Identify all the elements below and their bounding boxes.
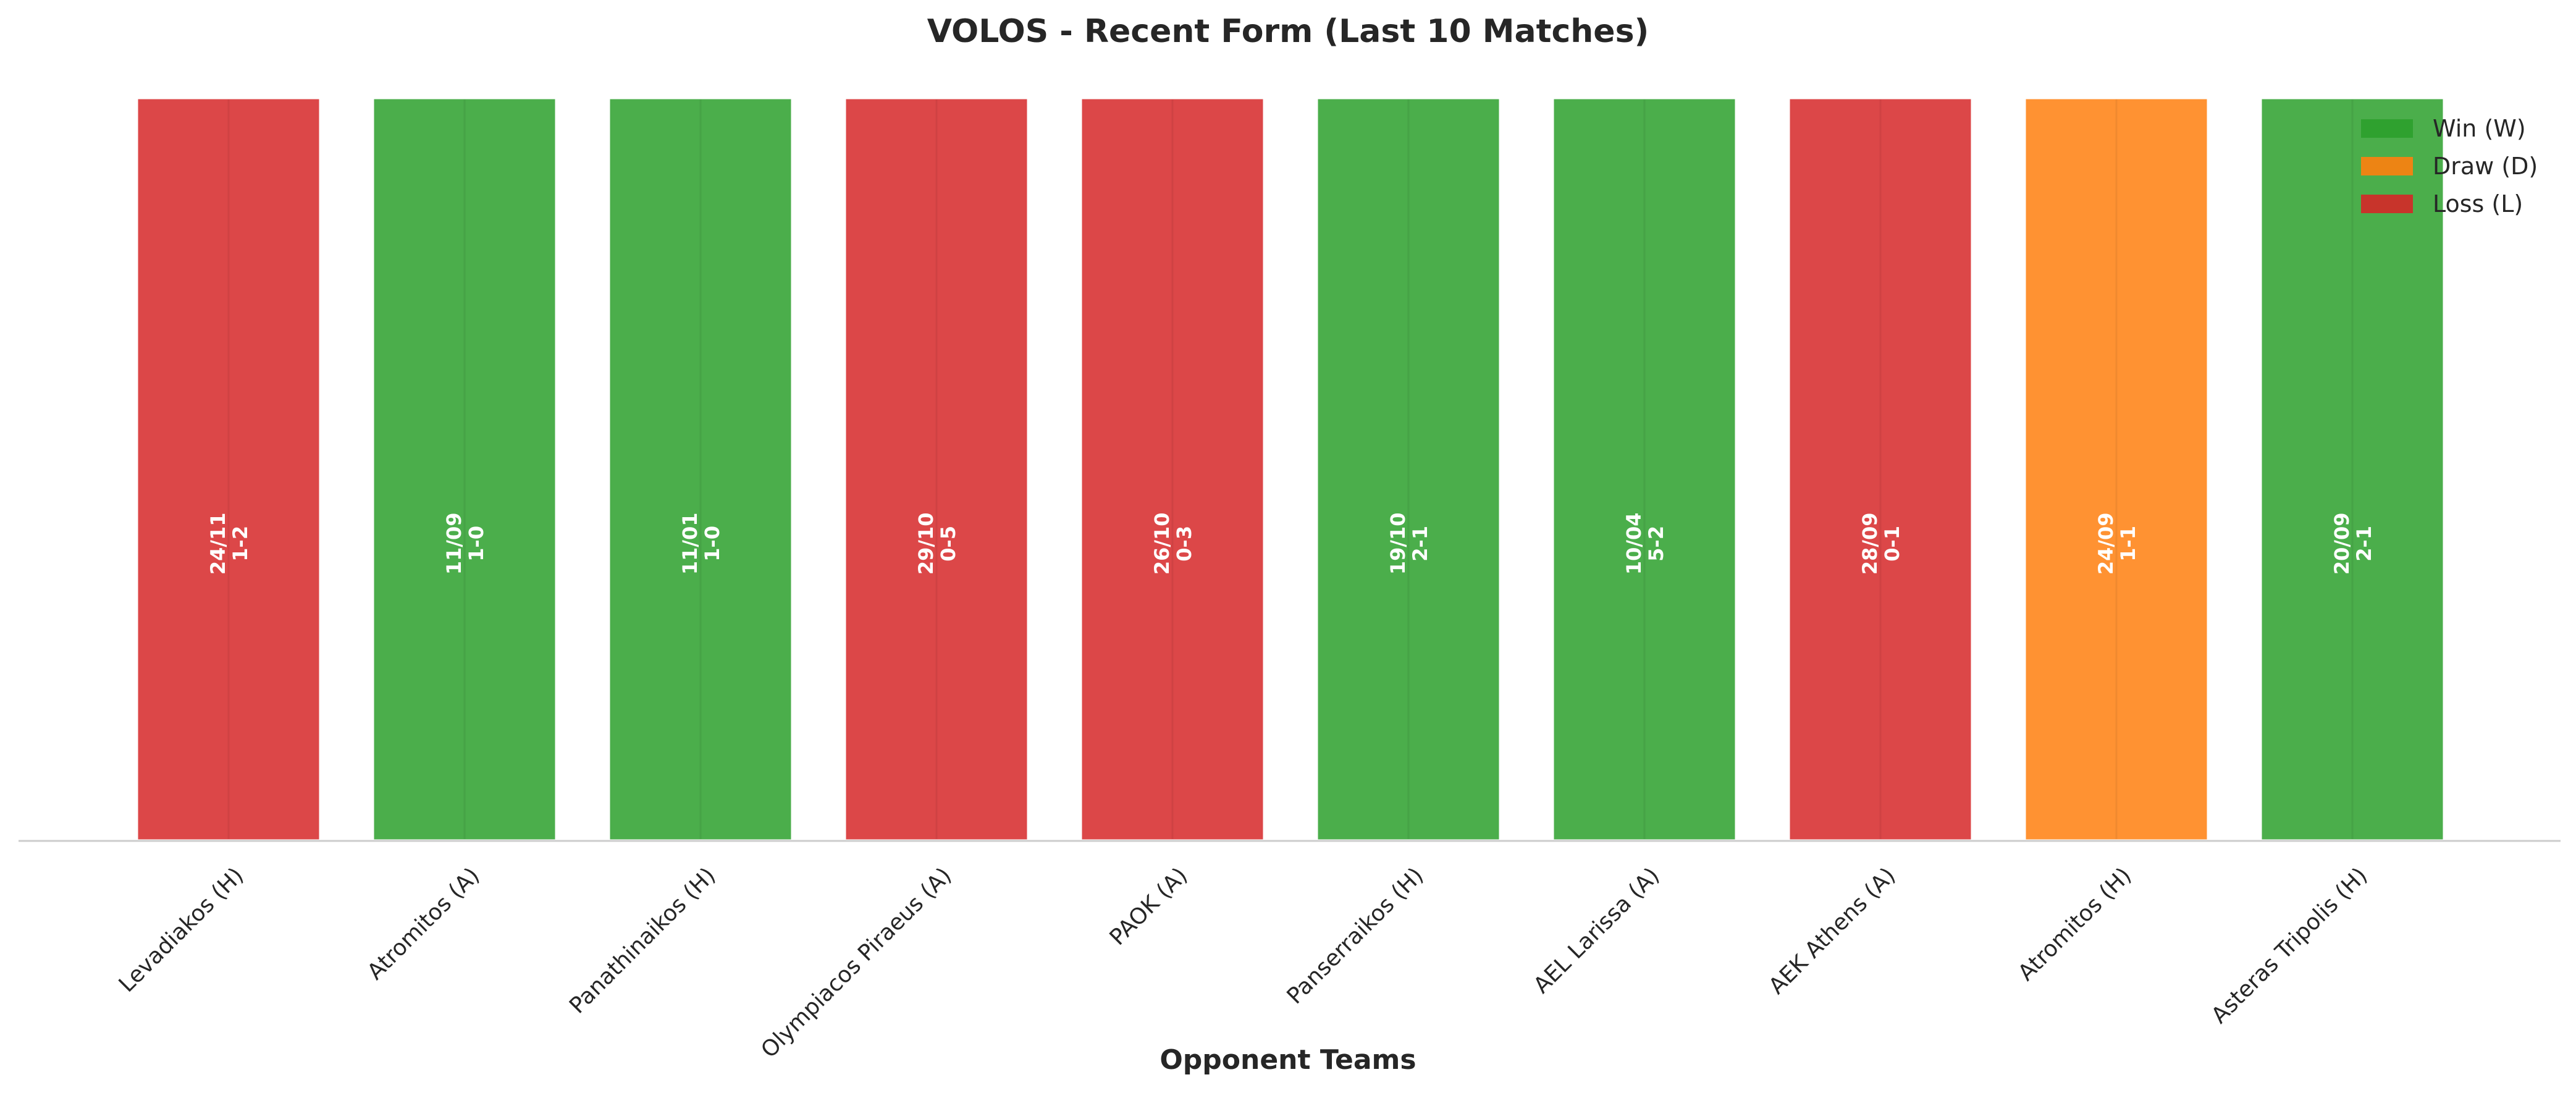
bar-W <box>1551 96 1738 843</box>
x-tick-label: Panserraikos (H) <box>1282 863 1429 1009</box>
bars-layer: 24/111-2 11/091-0 11/011-0 29/100-5 26/100-3… <box>135 96 2446 843</box>
x-tick-label: Atromitos (A) <box>363 863 484 984</box>
chart-title: VOLOS - Recent Form (Last 10 Matches) <box>927 13 1649 50</box>
bar-W <box>371 96 558 843</box>
x-tick-label: PAOK (A) <box>1105 863 1193 950</box>
bar-value-label: 28/090-1 <box>1858 512 1904 575</box>
x-tick-label: Asteras Tripolis (H) <box>2207 863 2372 1028</box>
match-date: 29/10 <box>914 512 938 575</box>
bar-group: 29/100-5 <box>843 96 1030 843</box>
x-tick-label: AEK Athens (A) <box>1764 863 1901 999</box>
legend-swatch <box>2361 157 2413 175</box>
bar-value-label: 19/102-1 <box>1386 512 1432 575</box>
match-date: 26/10 <box>1150 512 1174 575</box>
match-date: 20/09 <box>2330 512 2354 575</box>
x-tick-label: Atromitos (H) <box>2013 863 2136 985</box>
match-score: 0-3 <box>1172 526 1196 562</box>
x-axis-label: Opponent Teams <box>1160 1044 1416 1076</box>
match-score: 0-1 <box>1880 526 1904 562</box>
bar-L <box>1079 96 1266 843</box>
legend-label: Win (W) <box>2433 115 2526 142</box>
bar-value-label: 20/092-1 <box>2330 512 2376 575</box>
match-date: 10/04 <box>1622 512 1646 575</box>
match-date: 28/09 <box>1858 512 1882 575</box>
x-tick-labels: Levadiakos (H) Atromitos (A) Panathinaikos… <box>114 863 2373 1063</box>
x-tick-label: Levadiakos (H) <box>114 863 249 997</box>
bar-W <box>1315 96 1502 843</box>
match-date: 11/09 <box>442 512 466 575</box>
match-score: 1-0 <box>701 526 724 562</box>
bar-value-label: 11/011-0 <box>678 512 724 575</box>
x-tick-label: AEL Larissa (A) <box>1529 863 1665 998</box>
match-score: 0-5 <box>937 526 960 562</box>
match-score: 5-2 <box>1644 526 1668 562</box>
legend-swatch <box>2361 119 2413 138</box>
legend-item: Win (W) <box>2361 115 2526 142</box>
bar-group: 10/045-2 <box>1551 96 1738 843</box>
bar-value-label: 26/100-3 <box>1150 512 1196 575</box>
match-date: 11/01 <box>678 512 702 575</box>
bar-group: 11/091-0 <box>371 96 558 843</box>
bar-group: 28/090-1 <box>1787 96 1974 843</box>
match-score: 1-2 <box>229 526 252 562</box>
legend-item: Loss (L) <box>2361 190 2523 217</box>
bar-group: 24/111-2 <box>135 96 322 843</box>
legend-swatch <box>2361 195 2413 213</box>
match-date: 24/11 <box>206 512 230 575</box>
x-tick-label: Panathinaikos (H) <box>565 863 720 1018</box>
legend-item: Draw (D) <box>2361 153 2538 180</box>
bar-group: 26/100-3 <box>1079 96 1266 843</box>
bar-value-label: 24/111-2 <box>206 512 252 575</box>
match-score: 2-1 <box>1408 526 1432 562</box>
bar-group: 24/091-1 <box>2022 96 2210 843</box>
bar-group: 19/102-1 <box>1315 96 1502 843</box>
legend-label: Draw (D) <box>2433 153 2538 180</box>
x-tick-label: Olympiacos Piraeus (A) <box>756 863 956 1063</box>
bar-value-label: 24/091-1 <box>2094 512 2140 575</box>
legend-label: Loss (L) <box>2433 190 2523 217</box>
bar-W <box>2258 96 2446 843</box>
match-date: 19/10 <box>1386 512 1410 575</box>
match-score: 2-1 <box>2352 526 2376 562</box>
bar-L <box>135 96 322 843</box>
bar-L <box>843 96 1030 843</box>
match-score: 1-1 <box>2116 526 2140 562</box>
bar-group: 20/092-1 <box>2258 96 2446 843</box>
bar-value-label: 11/091-0 <box>442 512 488 575</box>
match-date: 24/09 <box>2094 512 2118 575</box>
bar-W <box>607 96 794 843</box>
legend: Win (W) Draw (D) Loss (L) <box>2361 115 2538 217</box>
bar-value-label: 29/100-5 <box>914 512 960 575</box>
bar-value-label: 10/045-2 <box>1622 512 1668 575</box>
bar-group: 11/011-0 <box>607 96 794 843</box>
match-score: 1-0 <box>465 526 488 562</box>
